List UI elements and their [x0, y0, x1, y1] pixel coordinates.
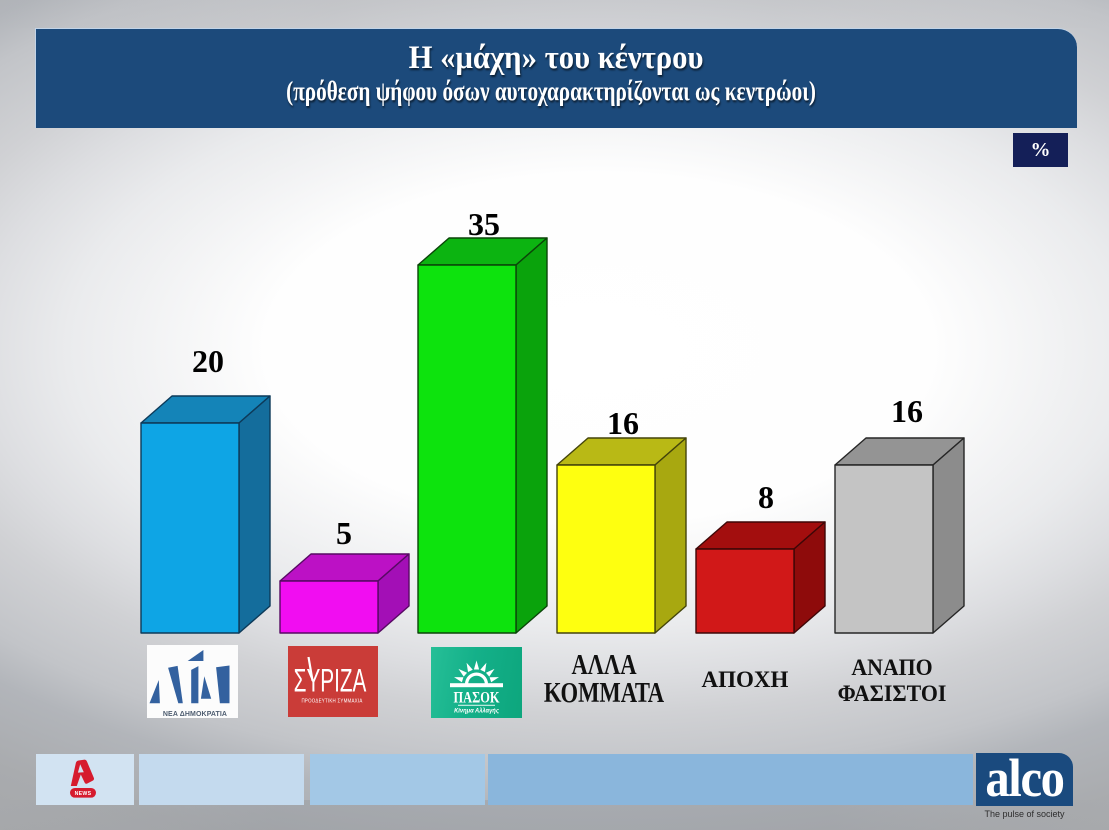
svg-text:ΠΑΣΟΚ: ΠΑΣΟΚ [454, 689, 500, 707]
svg-text:ΣΥΡΙΖΑ: ΣΥΡΙΖΑ [294, 663, 367, 699]
svg-text:ΠΡΟΟΔΕΥΤΙΚΗ ΣΥΜΜΑΧΙΑ: ΠΡΟΟΔΕΥΤΙΚΗ ΣΥΜΜΑΧΙΑ [301, 698, 362, 705]
svg-text:ΝΕΑ ΔΗΜΟΚΡΑΤΙΑ: ΝΕΑ ΔΗΜΟΚΡΑΤΙΑ [163, 711, 227, 718]
svg-text:Κίνημα Αλλαγής: Κίνημα Αλλαγής [454, 706, 499, 715]
svg-text:NEWS: NEWS [75, 791, 92, 797]
